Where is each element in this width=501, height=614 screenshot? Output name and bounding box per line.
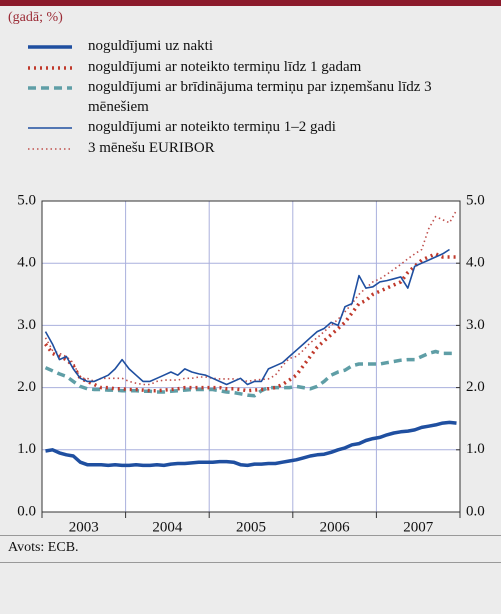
rule <box>0 562 501 563</box>
legend-label: noguldījumi uz nakti <box>88 38 213 54</box>
legend-swatch <box>28 127 72 129</box>
y-tick-label: 4.0 <box>17 255 36 271</box>
y2-tick-label: 5.0 <box>466 192 485 208</box>
legend-item: noguldījumi ar noteikto termiņu līdz 1 g… <box>0 58 501 78</box>
rule <box>0 535 501 536</box>
legend-label: 3 mēnešu EURIBOR <box>88 139 215 156</box>
plot-frame <box>41 200 461 513</box>
source: Avots: ECB. <box>8 540 79 555</box>
chart: 0.0 1.0 2.0 3.0 4.0 5.0 0.0 1.0 2.0 3.0 4.0 5.0 2003… <box>17 192 485 535</box>
legend-item: noguldījumi ar noteikto termiņu 1–2 gadi <box>0 118 501 138</box>
legend-swatch <box>28 65 72 70</box>
series-line <box>45 420 457 468</box>
y-tick-label: 2.0 <box>17 379 36 395</box>
plot-area <box>42 201 460 512</box>
y2-tick-label: 4.0 <box>466 255 485 271</box>
y2-tick-label: 0.0 <box>466 503 485 519</box>
x-tick-label: 2003 <box>69 519 99 535</box>
legend-label: noguldījumi ar noteikto termiņu līdz 1 g… <box>88 58 362 75</box>
x-tick-label: 2005 <box>236 519 266 535</box>
y2-tick-label: 1.0 <box>466 441 485 457</box>
legend-item: noguldījumi ar brīdinājuma termiņu par i… <box>0 78 501 117</box>
legend-label: noguldījumi ar brīdinājuma termiņu par i… <box>88 79 432 115</box>
legend-swatch <box>28 86 72 90</box>
legend-label: noguldījumi ar noteikto termiņu 1–2 gadi <box>88 119 336 135</box>
legend-item: noguldījumi uz nakti <box>0 37 501 57</box>
legend-swatch <box>28 147 72 150</box>
legend: noguldījumi uz nakti noguldījumi ar notei… <box>0 37 501 159</box>
header-bar <box>0 0 501 6</box>
x-tick-label: 2004 <box>152 519 183 535</box>
series-line <box>44 209 458 386</box>
series-line <box>44 252 457 393</box>
y-tick-label: 5.0 <box>17 192 36 208</box>
series-line <box>44 248 450 386</box>
x-tick-label: 2006 <box>320 519 351 535</box>
legend-item: 3 mēnešu EURIBOR <box>0 139 501 159</box>
legend-swatch <box>28 45 72 49</box>
y2-tick-label: 2.0 <box>466 379 485 395</box>
subtitle: (gadā; %) <box>8 10 63 25</box>
y-tick-label: 1.0 <box>17 441 36 457</box>
series-line <box>44 349 457 398</box>
y-tick-label: 3.0 <box>17 317 36 333</box>
y2-tick-label: 3.0 <box>466 317 485 333</box>
y-tick-label: 0.0 <box>17 503 36 519</box>
x-tick-label: 2007 <box>403 519 434 535</box>
